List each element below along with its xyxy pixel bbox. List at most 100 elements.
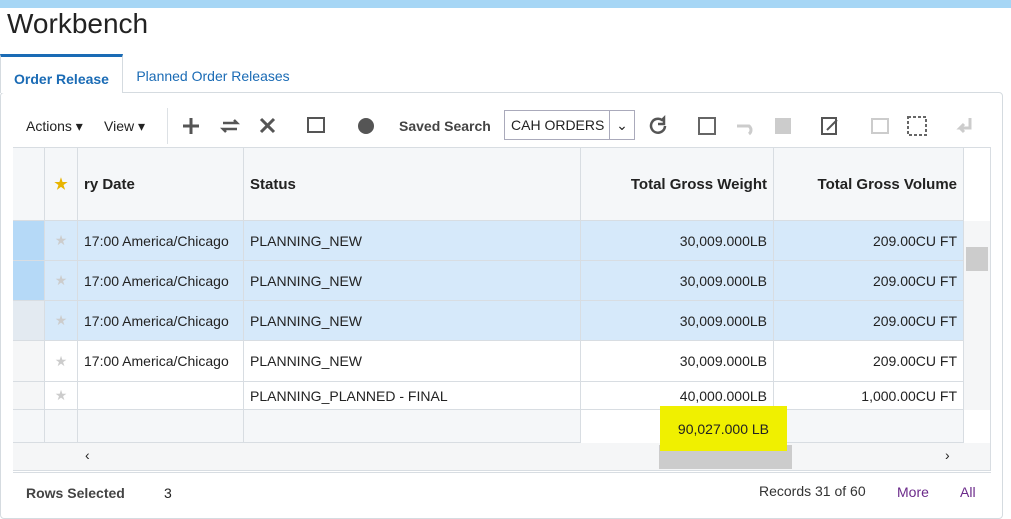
row-selector [13, 261, 45, 301]
actions-label: Actions [26, 118, 72, 134]
date-cell: 17:00 America/Chicago [78, 221, 244, 261]
star: ★ [45, 382, 78, 410]
swap-icon[interactable] [219, 119, 241, 133]
enter-icon[interactable] [956, 118, 972, 134]
weight-unit: LB [749, 232, 767, 249]
volume-unit: CU FT [915, 387, 957, 404]
scroll-right[interactable]: › [945, 447, 950, 463]
volume-cell: 209.00 CU FT [774, 221, 964, 261]
footer [13, 472, 991, 511]
row-selector [13, 301, 45, 341]
weight-cell: 30,009.000 LB [581, 261, 774, 301]
h-scrollbar[interactable]: ‹ › [13, 443, 990, 470]
edit-icon[interactable] [821, 117, 838, 135]
page-title: Workbench [7, 8, 149, 39]
star: ★ [45, 341, 78, 382]
volume-cell: 1,000.00 CU FT [774, 382, 964, 410]
star: ★ [45, 221, 78, 261]
total-weight: 90,027.000 LB [677, 420, 769, 437]
volume-cell: 209.00 CU FT [774, 261, 964, 301]
total-cell [244, 410, 581, 443]
undo-icon[interactable] [737, 124, 753, 136]
volume-unit: CU FT [915, 272, 957, 289]
volume-cell: 209.00 CU FT [774, 341, 964, 382]
weight-unit: LB [749, 272, 767, 289]
v-scroll-thumb [966, 247, 988, 271]
weight-cell: 40,000.000 LB [581, 382, 774, 410]
star: ★ [45, 301, 78, 341]
tab[interactable]: Order Release [0, 54, 123, 93]
weight-value: 30,009.000 [679, 312, 750, 329]
row-selector [13, 221, 45, 261]
table-icon[interactable] [307, 117, 325, 133]
date-cell: 17:00 America/Chicago [78, 301, 244, 341]
date-cell: 17:00 America/Chicago [78, 261, 244, 301]
status-cell: PLANNING_NEW [244, 221, 581, 261]
volume-value: 209.00 [872, 312, 916, 329]
export-icon[interactable] [698, 117, 716, 135]
row-selector [13, 382, 45, 410]
date-cell: 17:00 America/Chicago [78, 341, 244, 382]
records: Records 31 of 60 [759, 483, 866, 499]
weight-value: 40,000.000 [679, 387, 750, 404]
saved-search-value: CAH ORDERS [511, 117, 605, 133]
highlight [660, 406, 787, 451]
volume-value: 209.00 [872, 232, 916, 249]
delete-icon[interactable] [259, 117, 276, 134]
total-cell [45, 410, 78, 443]
volume-unit: CU FT [915, 232, 957, 249]
total-cell [774, 410, 964, 443]
all-link[interactable]: All [960, 484, 976, 500]
weight-unit: LB [749, 387, 767, 404]
volume-value: 209.00 [872, 272, 916, 289]
column-header: ry Date [78, 148, 244, 221]
weight-cell: 30,009.000 LB [581, 301, 774, 341]
status-cell: PLANNING_NEW [244, 261, 581, 301]
separator [167, 108, 168, 144]
toolbar-icons-2 [649, 114, 972, 136]
total-cell [78, 410, 244, 443]
toolbar-icons [183, 117, 374, 134]
view-label: View [104, 118, 135, 134]
volume-unit: CU FT [915, 353, 957, 369]
column-header: Status [244, 148, 581, 221]
weight-cell: 30,009.000 LB [581, 341, 774, 382]
weight-cell: 30,009.000 LB [581, 221, 774, 261]
rows-selected-label: Rows Selected [26, 485, 125, 501]
columns-icon[interactable] [871, 118, 889, 134]
weight-value: 30,009.000 [679, 232, 750, 249]
total-cell [13, 410, 45, 443]
saved-search-label: Saved Search [399, 118, 491, 134]
actions-menu[interactable]: Actions ▾ [26, 118, 83, 134]
add-icon[interactable] [183, 118, 199, 134]
tab[interactable]: Planned Order Releases [136, 68, 290, 84]
detach-icon[interactable] [907, 116, 927, 136]
column-header: Total Gross Volume [774, 148, 964, 221]
volume-unit: CU FT [915, 312, 957, 329]
go-icon[interactable] [358, 118, 374, 134]
select-arrow: ⌄ [609, 111, 634, 139]
status-cell: PLANNING_PLANNED - FINAL [244, 382, 581, 410]
v-scrollbar[interactable] [964, 221, 990, 410]
weight-value: 30,009.000 [679, 272, 750, 289]
saved-search-select[interactable]: CAH ORDERS ⌄ [504, 110, 635, 140]
weight-value: 30,009.000 [679, 353, 750, 369]
save-icon[interactable] [775, 118, 791, 134]
scroll-left[interactable]: ‹ [85, 447, 90, 463]
star-header: ★ [45, 148, 78, 221]
weight-unit: LB [749, 353, 767, 369]
rows-selected-count: 3 [164, 485, 172, 501]
header-cell [13, 148, 45, 221]
row-selector [13, 341, 45, 382]
view-menu[interactable]: View ▾ [104, 118, 146, 134]
more-link[interactable]: More [897, 484, 929, 500]
weight-unit: LB [749, 312, 767, 329]
volume-cell: 209.00 CU FT [774, 301, 964, 341]
star: ★ [45, 261, 78, 301]
refresh-icon[interactable] [649, 114, 667, 134]
column-header: Total Gross Weight [581, 148, 774, 221]
status-cell: PLANNING_NEW [244, 301, 581, 341]
top-bar [0, 0, 1011, 8]
volume-value: 209.00 [872, 353, 916, 369]
